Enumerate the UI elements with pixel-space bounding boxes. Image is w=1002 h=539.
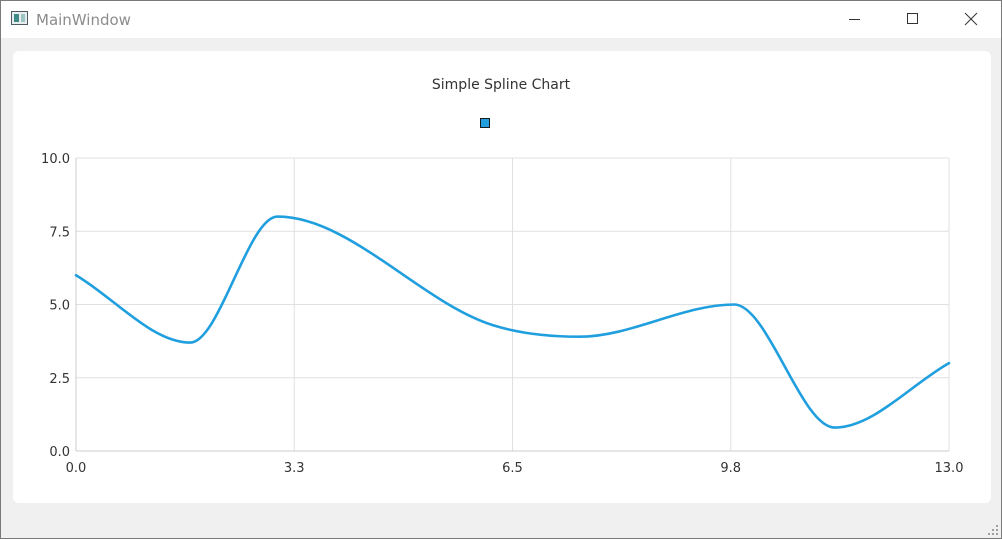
x-tick-label: 13.0	[935, 461, 964, 476]
legend-marker[interactable]	[480, 118, 490, 128]
series-line	[74, 215, 951, 429]
x-tick-label: 0.0	[66, 461, 87, 476]
y-tick-label: 5.0	[49, 299, 70, 314]
minimize-button[interactable]	[826, 1, 884, 38]
chart-tick-labels: 0.0 3.3 6.5 9.8 13.0 0.0 2.5 5.0 7.5 10.0	[41, 152, 963, 476]
resize-grip-icon[interactable]	[987, 524, 999, 536]
chart-axes	[75, 158, 949, 452]
maximize-icon	[907, 13, 918, 24]
x-tick-label: 3.3	[284, 461, 305, 476]
x-tick-label: 6.5	[502, 461, 523, 476]
y-tick-label: 0.0	[49, 445, 70, 460]
chart-view	[13, 51, 991, 503]
y-tick-label: 7.5	[49, 225, 70, 240]
minimize-icon	[849, 19, 860, 20]
application-window-icon	[11, 11, 28, 25]
close-button[interactable]	[942, 1, 1000, 38]
y-tick-label: 10.0	[41, 152, 70, 167]
chart-series	[74, 215, 951, 429]
chart-grid	[75, 157, 950, 452]
close-icon	[964, 12, 978, 26]
window-title: MainWindow	[36, 11, 131, 29]
y-tick-label: 2.5	[49, 372, 70, 387]
title-bar[interactable]: MainWindow	[1, 1, 1001, 38]
maximize-button[interactable]	[884, 1, 942, 38]
x-tick-label: 9.8	[720, 461, 741, 476]
chart-title: Simple Spline Chart	[431, 77, 571, 93]
